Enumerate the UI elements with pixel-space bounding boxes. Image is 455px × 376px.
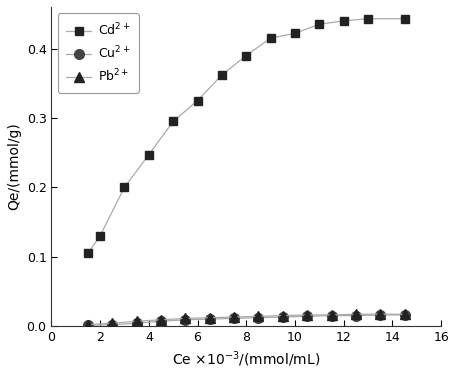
Cd$^{2+}$	[194, 99, 200, 103]
Cu$^{2+}$	[231, 316, 236, 321]
Cd$^{2+}$	[292, 31, 297, 36]
Cu$^{2+}$	[401, 313, 406, 317]
Cu$^{2+}$	[182, 318, 187, 322]
Pb$^{2+}$	[255, 314, 261, 318]
Legend: Cd$^{2+}$, Cu$^{2+}$, Pb$^{2+}$: Cd$^{2+}$, Cu$^{2+}$, Pb$^{2+}$	[57, 13, 138, 93]
X-axis label: Ce ×10$^{-3}$/(mmol/mL): Ce ×10$^{-3}$/(mmol/mL)	[172, 349, 320, 369]
Cd$^{2+}$	[401, 17, 406, 21]
Pb$^{2+}$	[134, 319, 139, 323]
Pb$^{2+}$	[352, 312, 358, 317]
Pb$^{2+}$	[109, 321, 115, 326]
Cd$^{2+}$	[170, 119, 176, 124]
Y-axis label: Qe/(mmol/g): Qe/(mmol/g)	[7, 123, 21, 210]
Cu$^{2+}$	[158, 319, 163, 323]
Line: Cu$^{2+}$: Cu$^{2+}$	[83, 310, 409, 330]
Pb$^{2+}$	[377, 312, 382, 317]
Cd$^{2+}$	[85, 251, 91, 255]
Cu$^{2+}$	[377, 313, 382, 317]
Cu$^{2+}$	[255, 315, 261, 320]
Cd$^{2+}$	[97, 233, 102, 238]
Pb$^{2+}$	[207, 315, 212, 320]
Cu$^{2+}$	[134, 321, 139, 326]
Line: Pb$^{2+}$: Pb$^{2+}$	[83, 309, 409, 329]
Cu$^{2+}$	[85, 323, 91, 327]
Cu$^{2+}$	[207, 317, 212, 321]
Pb$^{2+}$	[304, 313, 309, 317]
Cd$^{2+}$	[243, 53, 248, 58]
Pb$^{2+}$	[279, 313, 285, 318]
Pb$^{2+}$	[158, 318, 163, 322]
Cd$^{2+}$	[219, 73, 224, 77]
Pb$^{2+}$	[182, 316, 187, 321]
Cu$^{2+}$	[352, 313, 358, 318]
Cu$^{2+}$	[304, 314, 309, 318]
Cu$^{2+}$	[328, 313, 334, 318]
Cu$^{2+}$	[279, 315, 285, 319]
Cd$^{2+}$	[316, 22, 321, 27]
Cd$^{2+}$	[121, 185, 127, 190]
Pb$^{2+}$	[85, 322, 91, 327]
Pb$^{2+}$	[401, 312, 406, 317]
Cu$^{2+}$	[109, 322, 115, 327]
Cd$^{2+}$	[146, 152, 151, 157]
Pb$^{2+}$	[328, 313, 334, 317]
Line: Cd$^{2+}$: Cd$^{2+}$	[84, 15, 408, 257]
Cd$^{2+}$	[364, 17, 370, 21]
Cd$^{2+}$	[267, 36, 273, 40]
Pb$^{2+}$	[231, 315, 236, 319]
Cd$^{2+}$	[340, 18, 346, 23]
